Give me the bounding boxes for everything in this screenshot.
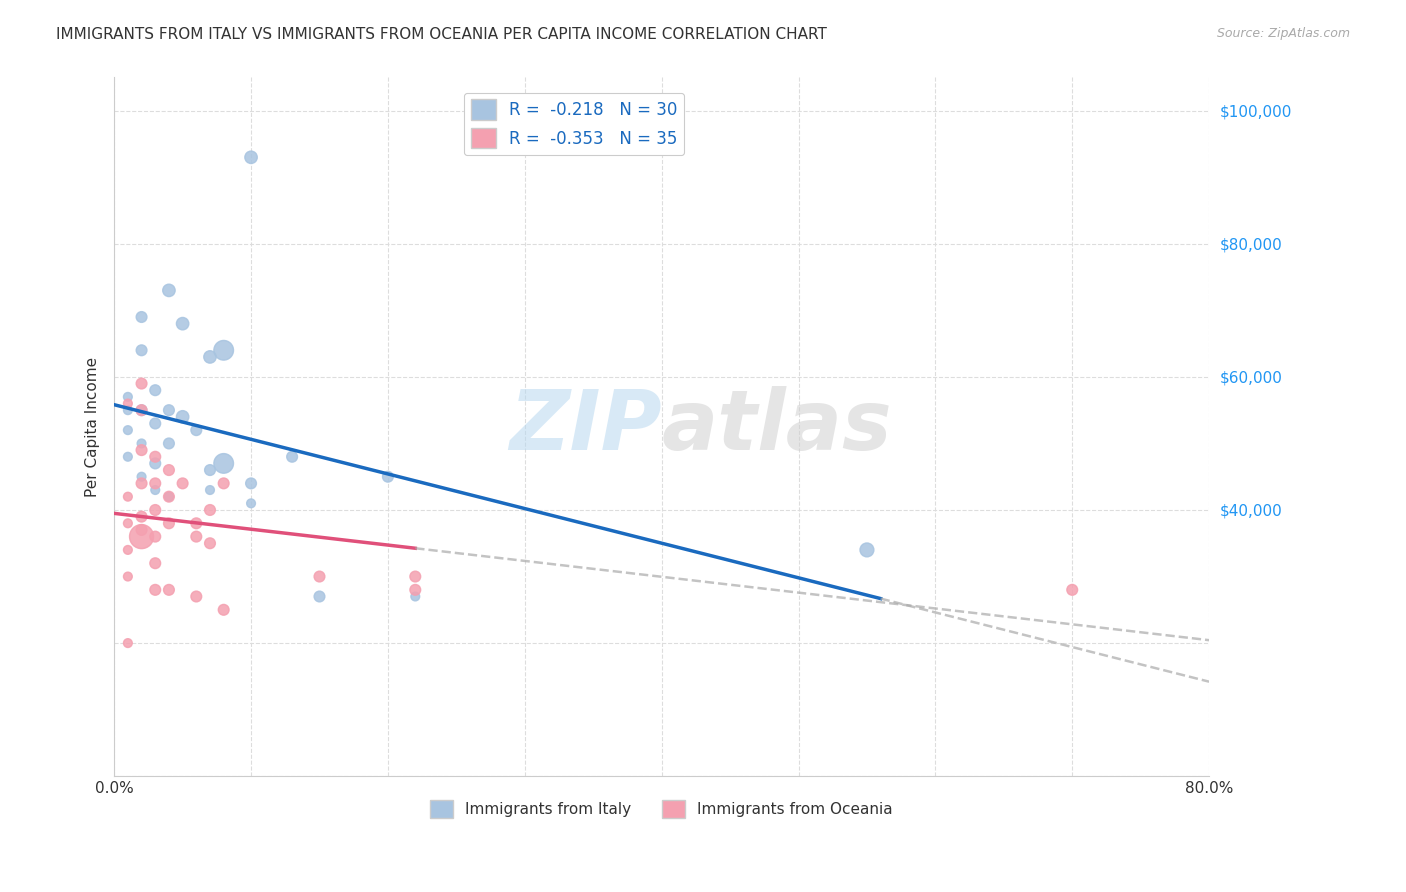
Point — [212, 603, 235, 617]
Point — [212, 343, 235, 358]
Point — [143, 417, 166, 431]
Point — [143, 556, 166, 570]
Point — [404, 590, 426, 604]
Point — [157, 490, 180, 504]
Point — [131, 403, 153, 417]
Point — [377, 469, 399, 483]
Point — [131, 376, 153, 391]
Point — [131, 436, 153, 450]
Text: Source: ZipAtlas.com: Source: ZipAtlas.com — [1216, 27, 1350, 40]
Text: IMMIGRANTS FROM ITALY VS IMMIGRANTS FROM OCEANIA PER CAPITA INCOME CORRELATION C: IMMIGRANTS FROM ITALY VS IMMIGRANTS FROM… — [56, 27, 827, 42]
Point — [117, 490, 139, 504]
Point — [240, 496, 263, 510]
Point — [131, 469, 153, 483]
Point — [131, 310, 153, 324]
Point — [186, 423, 208, 437]
Point — [172, 476, 194, 491]
Point — [281, 450, 304, 464]
Point — [308, 569, 330, 583]
Point — [117, 569, 139, 583]
Point — [198, 503, 221, 517]
Point — [131, 523, 153, 537]
Point — [198, 536, 221, 550]
Point — [131, 509, 153, 524]
Point — [117, 542, 139, 557]
Point — [157, 516, 180, 531]
Point — [143, 383, 166, 397]
Text: atlas: atlas — [662, 386, 893, 467]
Point — [198, 483, 221, 497]
Point — [117, 403, 139, 417]
Point — [143, 476, 166, 491]
Point — [1062, 582, 1084, 597]
Legend: Immigrants from Italy, Immigrants from Oceania: Immigrants from Italy, Immigrants from O… — [425, 794, 898, 824]
Point — [143, 530, 166, 544]
Point — [117, 390, 139, 404]
Point — [131, 403, 153, 417]
Point — [131, 476, 153, 491]
Point — [856, 542, 879, 557]
Point — [143, 483, 166, 497]
Point — [157, 403, 180, 417]
Point — [157, 490, 180, 504]
Point — [117, 516, 139, 531]
Point — [117, 450, 139, 464]
Point — [404, 569, 426, 583]
Point — [143, 503, 166, 517]
Point — [117, 396, 139, 410]
Point — [186, 590, 208, 604]
Point — [117, 423, 139, 437]
Point — [157, 284, 180, 298]
Point — [143, 457, 166, 471]
Point — [157, 463, 180, 477]
Point — [198, 463, 221, 477]
Point — [131, 530, 153, 544]
Point — [143, 582, 166, 597]
Point — [172, 317, 194, 331]
Point — [212, 457, 235, 471]
Y-axis label: Per Capita Income: Per Capita Income — [86, 357, 100, 497]
Point — [240, 150, 263, 164]
Point — [404, 582, 426, 597]
Point — [143, 450, 166, 464]
Point — [308, 590, 330, 604]
Point — [157, 582, 180, 597]
Text: ZIP: ZIP — [509, 386, 662, 467]
Point — [198, 350, 221, 364]
Point — [172, 409, 194, 424]
Point — [212, 476, 235, 491]
Point — [131, 343, 153, 358]
Point — [186, 516, 208, 531]
Point — [157, 436, 180, 450]
Point — [240, 476, 263, 491]
Point — [117, 636, 139, 650]
Point — [131, 443, 153, 458]
Point — [186, 530, 208, 544]
